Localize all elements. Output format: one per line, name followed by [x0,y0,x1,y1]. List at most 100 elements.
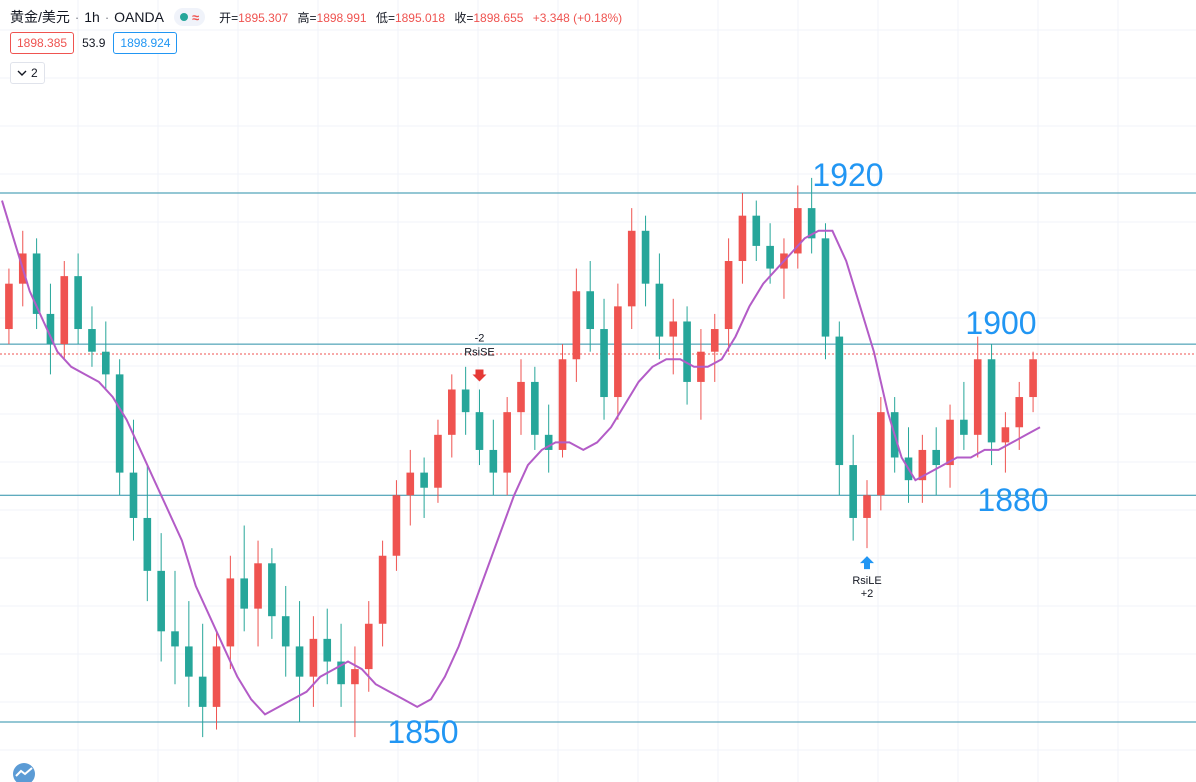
buy-signal-qty: +2 [861,588,874,600]
candle-body [171,631,179,647]
candle-body [254,563,262,609]
candle-body [835,336,844,466]
candle-body [503,412,511,473]
level-label-1920: 1920 [812,157,883,193]
candle-body [461,389,470,413]
close-value: 1898.655 [473,10,524,25]
broker: OANDA [114,9,164,25]
candle-body [752,215,761,246]
candle-body [447,389,456,435]
candle-body [101,351,110,375]
candle-body [517,381,525,413]
candle-body [627,230,636,307]
candle-body [185,646,193,677]
wave-icon: ≈ [191,9,200,25]
candle-body [281,616,290,647]
buy-signal-label: RsiLE [852,575,881,587]
candle-body [531,381,539,435]
candle-body [406,472,415,496]
high-value: 1898.991 [316,10,367,25]
sell-signal-qty: -2 [475,332,485,344]
low-value: 1895.018 [394,10,446,25]
candles [5,177,1037,738]
chevron-down-icon [17,70,27,76]
candle-body [198,676,207,707]
candle-body [572,291,581,360]
candle-body [793,208,802,254]
candle-body [807,208,816,239]
candle-body [157,570,165,632]
buy-price-button[interactable]: 1898.924 [113,32,178,54]
candle-body [323,638,332,662]
level-labels: 1920 1900 1880 1850 [387,157,1048,750]
candle-body [614,306,622,398]
market-open-dot-icon [179,13,188,21]
candle-body [364,623,373,670]
interval[interactable]: 1h [84,9,100,25]
level-label-1900: 1900 [965,305,1036,341]
candle-body [489,449,498,473]
candle-body [863,495,871,518]
candle-body [960,419,968,435]
candle-body [378,555,387,624]
candle-body [683,321,691,382]
candle-body [115,374,124,473]
candle-body [766,245,774,269]
indicator-count: 2 [31,66,38,80]
candle-body [918,449,927,481]
candle-body [710,329,719,352]
candle-body [240,578,249,609]
symbol-name[interactable]: 黄金/美元 [10,9,70,25]
candle-body [143,517,152,571]
market-status[interactable]: ≈ [173,8,206,26]
candle-body [475,412,484,450]
tradingview-logo-icon[interactable] [10,760,38,782]
candle-body [5,283,13,330]
spread-value: 53.9 [82,36,106,50]
candle-body [724,261,733,330]
candle-body [877,412,885,496]
buy-signal-arrow-icon [860,556,874,570]
moving-average-line [1,200,1041,716]
candle-body [74,276,82,330]
sell-signal-label: RsiSE [464,346,495,358]
candle-body [351,669,359,685]
candle-body [129,472,138,518]
candle-body [932,449,941,466]
candle-body [655,283,664,337]
strategy-annotations: -2 RsiSE RsiLE+2 [464,332,881,600]
candle-body [641,230,650,284]
candle-body [669,321,678,337]
legend: 黄金/美元 · 1h · OANDA ≈ 开=1895.307 高=1898.9… [10,8,623,26]
candle-body [987,359,996,443]
candle-body [1029,359,1037,398]
candle-body [600,329,608,398]
candle-body [226,578,235,647]
candle-body [212,646,221,707]
candle-body [821,238,830,337]
candle-body [738,215,747,262]
candle-body [88,329,96,352]
level-lines [0,192,1196,723]
open-value: 1895.307 [238,10,289,25]
candle-body [1001,427,1010,443]
candle-body [946,419,954,466]
candle-body [973,359,982,435]
sell-price-button[interactable]: 1898.385 [10,32,75,54]
candle-body [1015,397,1024,428]
quote-row: 1898.385 53.9 1898.924 [10,32,178,54]
candle-body [586,291,595,330]
candle-body [309,638,318,677]
candle-body [434,434,442,488]
candle-body [60,276,69,345]
candle-body [420,472,428,488]
candle-body [558,359,567,450]
change-value: +3.348 (+0.18%) [532,10,623,25]
candle-body [268,563,276,617]
level-label-1850: 1850 [387,714,458,750]
level-label-1880: 1880 [977,482,1048,518]
collapse-indicators-button[interactable]: 2 [10,62,45,84]
candle-body [544,434,553,450]
